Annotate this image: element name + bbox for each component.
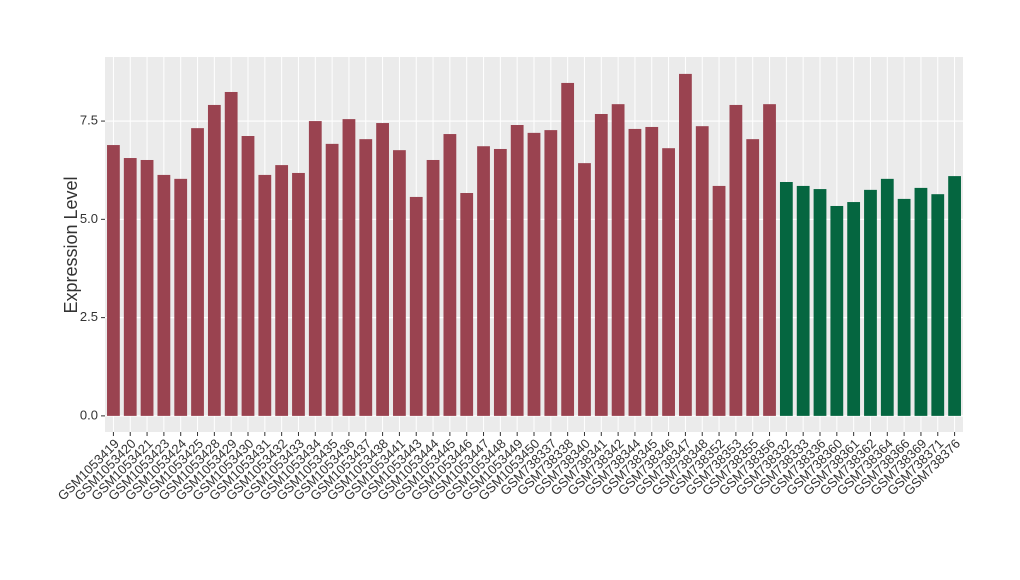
bar <box>813 189 827 416</box>
bar <box>241 136 255 416</box>
bar <box>140 159 154 416</box>
bar <box>191 128 204 416</box>
bar <box>325 143 339 416</box>
bar <box>662 148 675 416</box>
bar <box>292 172 305 416</box>
y-tick-label: 5.0 <box>80 211 98 226</box>
bar <box>779 182 793 416</box>
bar <box>796 185 810 416</box>
bar <box>308 121 322 416</box>
bar <box>258 174 272 416</box>
y-axis-title: Expression Level <box>61 176 81 313</box>
bar <box>830 205 844 416</box>
bar <box>123 158 137 416</box>
bar <box>174 178 188 416</box>
bar <box>948 176 961 416</box>
bar <box>342 119 356 416</box>
bar <box>645 126 659 416</box>
bar <box>275 165 289 416</box>
y-tick-label: 2.5 <box>80 309 98 324</box>
bar <box>897 198 911 416</box>
y-tick-label: 7.5 <box>80 113 98 128</box>
bar <box>729 104 743 416</box>
bar <box>578 163 591 416</box>
bar <box>426 159 440 416</box>
bar <box>460 193 474 416</box>
bar <box>914 187 928 416</box>
bar <box>679 73 692 416</box>
bar <box>107 145 120 416</box>
bar <box>207 104 221 416</box>
bar <box>864 189 877 416</box>
bar <box>611 104 625 416</box>
bar <box>746 139 760 416</box>
bar <box>359 139 373 416</box>
bar <box>544 130 558 416</box>
bar <box>477 146 490 416</box>
bar <box>527 132 541 416</box>
bar <box>376 123 389 416</box>
bar <box>393 150 406 416</box>
bar <box>847 202 861 416</box>
bar <box>443 134 457 416</box>
bar <box>561 82 575 416</box>
bar <box>695 126 709 416</box>
bar <box>157 174 171 416</box>
bar <box>409 196 423 416</box>
bar <box>763 104 776 416</box>
bar <box>931 194 945 416</box>
y-tick-label: 0.0 <box>80 407 98 422</box>
bar <box>594 113 608 416</box>
bar <box>628 128 642 416</box>
bar <box>493 148 507 416</box>
bar <box>224 91 238 416</box>
bar <box>880 178 894 416</box>
bar <box>510 125 524 416</box>
bar <box>712 185 726 416</box>
